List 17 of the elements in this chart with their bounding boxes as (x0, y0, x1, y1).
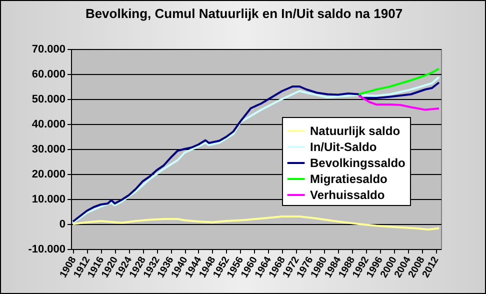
line-series (358, 68, 440, 96)
legend-label: Bevolkingssaldo (310, 156, 406, 170)
y-tick-label: 70.000 (32, 44, 66, 56)
y-tick-label: 20.000 (32, 168, 66, 180)
legend-label: Natuurlijk saldo (310, 124, 400, 138)
y-tick-label: 60.000 (32, 68, 66, 80)
y-tick-label: 0 (59, 218, 66, 230)
y-tick-label: 10.000 (32, 194, 66, 206)
y-tick-label: 30.000 (32, 144, 66, 156)
y-tick-label: -10.000 (28, 244, 66, 256)
line-series (358, 94, 440, 111)
chart-title: Bevolking, Cumul Natuurlijk en In/Uit saldo na 1907 (85, 6, 403, 21)
legend-label: Verhuissaldo (310, 188, 385, 202)
y-tick-label: 50.000 (32, 94, 66, 106)
legend-label: In/Uit-Saldo (310, 140, 377, 154)
legend-label: Migratiesaldo (310, 172, 388, 186)
y-tick-label: 40.000 (32, 118, 66, 130)
